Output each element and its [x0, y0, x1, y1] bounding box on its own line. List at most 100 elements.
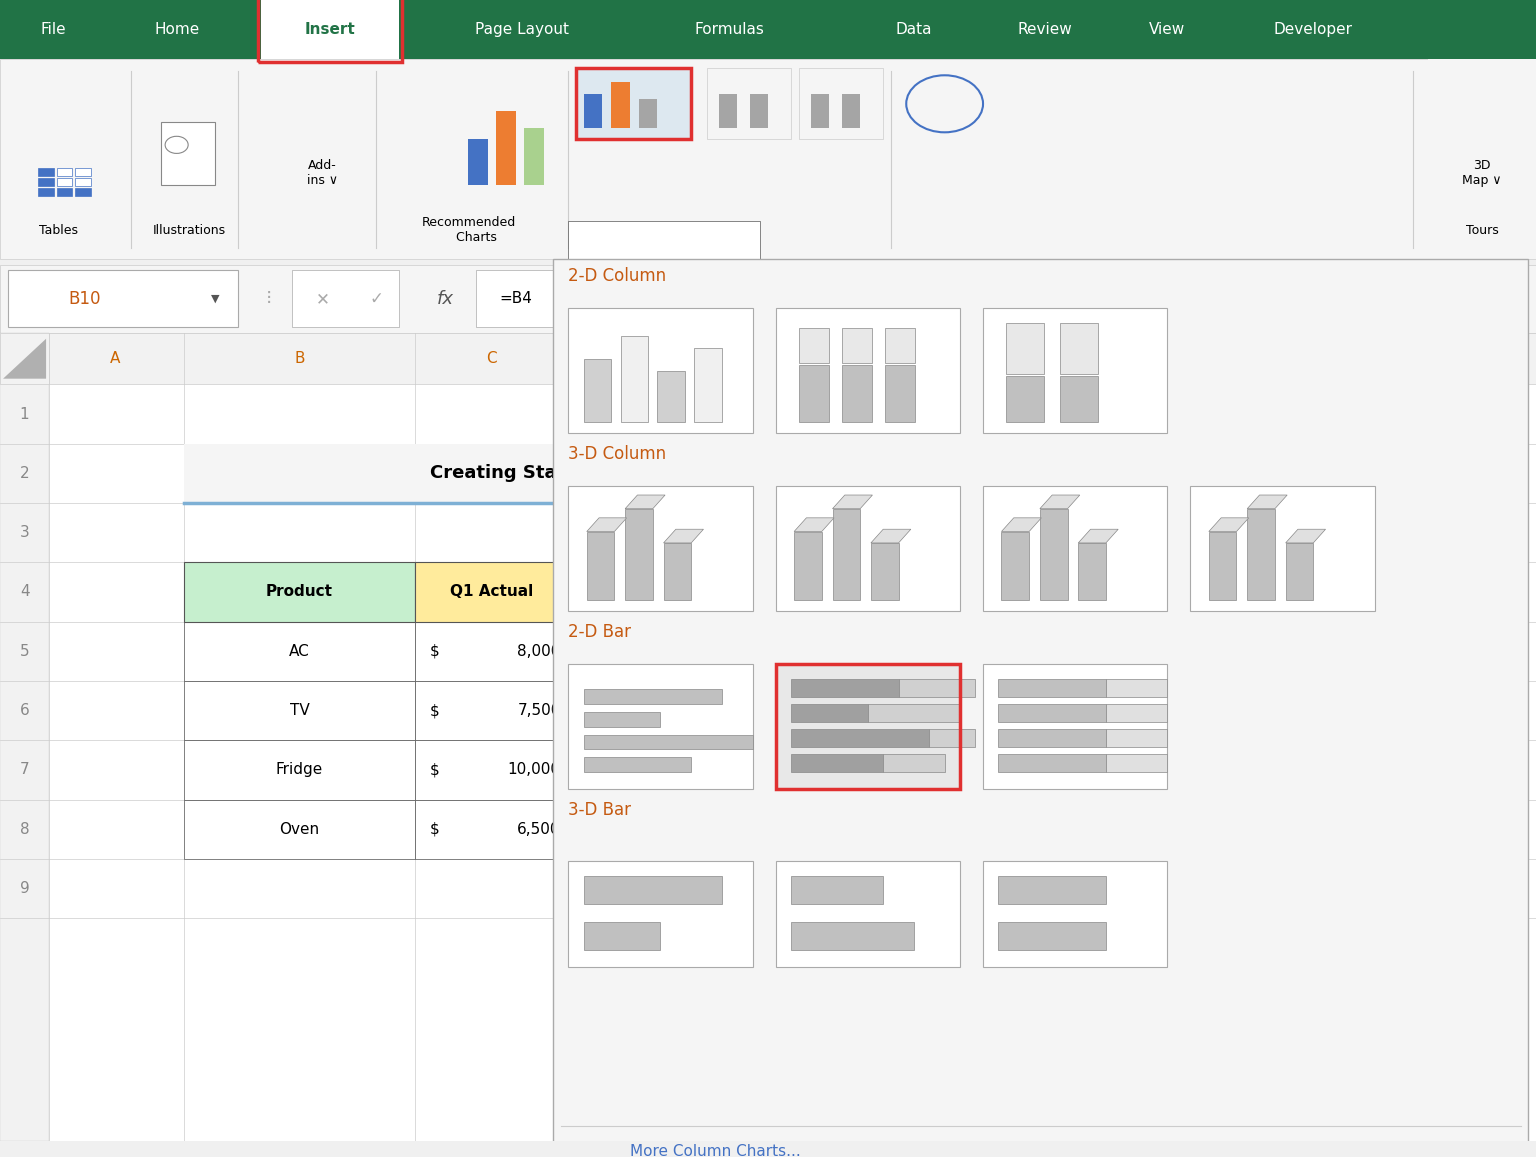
Bar — [0, 0, 1536, 59]
Bar — [799, 329, 829, 362]
Bar — [929, 729, 975, 747]
Bar — [415, 799, 568, 858]
Bar — [415, 740, 568, 799]
Bar — [883, 754, 945, 772]
Bar — [625, 509, 653, 600]
Bar — [57, 178, 72, 186]
Bar — [794, 531, 822, 600]
Bar — [584, 876, 722, 905]
Bar — [611, 82, 630, 127]
Bar — [184, 621, 415, 681]
Bar — [584, 688, 722, 703]
Text: ▼: ▼ — [210, 294, 220, 304]
Bar — [38, 168, 54, 176]
Bar — [998, 922, 1106, 950]
Text: Recommended
    Charts: Recommended Charts — [421, 216, 516, 244]
Text: 3D
Map ∨: 3D Map ∨ — [1462, 160, 1502, 187]
Bar — [1106, 679, 1167, 697]
Bar — [292, 271, 399, 327]
Text: Tables: Tables — [38, 224, 78, 237]
Text: $: $ — [430, 821, 439, 837]
Bar — [983, 486, 1167, 611]
Bar — [584, 1143, 591, 1157]
Text: 6,500: 6,500 — [518, 821, 561, 837]
Bar — [639, 100, 657, 127]
Bar — [719, 94, 737, 127]
Text: Q1 Actual: Q1 Actual — [450, 584, 533, 599]
Bar — [261, 0, 399, 59]
Bar — [576, 68, 691, 139]
Text: D: D — [662, 352, 674, 367]
Bar — [1247, 509, 1275, 600]
Bar — [0, 333, 1536, 384]
Text: 5: 5 — [20, 643, 29, 658]
Bar — [496, 111, 516, 185]
Bar — [868, 703, 960, 722]
Bar — [707, 68, 791, 139]
Bar — [791, 922, 914, 950]
Bar — [75, 178, 91, 186]
Text: Q1 Ta: Q1 Ta — [641, 584, 688, 599]
Bar — [568, 664, 753, 789]
Bar — [584, 360, 611, 422]
Bar — [468, 139, 488, 185]
Polygon shape — [1001, 518, 1041, 531]
Text: 7: 7 — [20, 762, 29, 778]
Bar — [8, 100, 131, 236]
Bar — [998, 754, 1106, 772]
Text: Formulas: Formulas — [694, 22, 765, 37]
Text: Product: Product — [266, 584, 333, 599]
Text: 2-D Column: 2-D Column — [568, 267, 667, 285]
Text: File: File — [41, 22, 66, 37]
Text: 10,000: 10,000 — [507, 762, 561, 778]
Bar — [57, 189, 72, 197]
Bar — [584, 735, 753, 750]
Bar — [1428, 59, 1536, 259]
Bar — [138, 111, 238, 213]
Bar — [1106, 729, 1167, 747]
Text: 3: 3 — [20, 525, 29, 540]
Text: ✓: ✓ — [369, 290, 384, 308]
Bar — [415, 681, 568, 740]
Text: ⁝: ⁝ — [266, 289, 272, 308]
Bar — [811, 94, 829, 127]
Text: Home: Home — [154, 22, 200, 37]
Bar — [998, 729, 1106, 747]
Bar — [1060, 323, 1098, 374]
Bar — [573, 1152, 581, 1157]
Bar — [184, 799, 415, 858]
Bar — [750, 94, 768, 127]
Text: $: $ — [430, 762, 439, 778]
Bar — [75, 168, 91, 176]
Bar — [776, 861, 960, 967]
Text: Data: Data — [895, 22, 932, 37]
Text: $: $ — [584, 762, 593, 778]
Text: B10: B10 — [68, 290, 101, 308]
Text: Insert: Insert — [304, 22, 356, 37]
Polygon shape — [1078, 529, 1118, 543]
Text: 1: 1 — [743, 703, 753, 718]
Text: 2: 2 — [20, 466, 29, 481]
Bar — [568, 861, 753, 967]
Polygon shape — [664, 529, 703, 543]
Bar — [584, 94, 602, 127]
Bar — [1106, 703, 1167, 722]
Bar — [998, 679, 1106, 697]
Bar — [791, 876, 883, 905]
Bar — [998, 876, 1106, 905]
Text: $: $ — [584, 643, 593, 658]
Bar — [1001, 531, 1029, 600]
Text: $: $ — [584, 703, 593, 718]
Bar — [842, 329, 872, 362]
Bar — [161, 121, 215, 185]
Bar — [998, 703, 1106, 722]
Text: 8,000: 8,000 — [518, 643, 561, 658]
Bar — [568, 458, 760, 799]
Bar — [842, 94, 860, 127]
Polygon shape — [794, 518, 834, 531]
Bar — [776, 486, 960, 611]
Text: B: B — [295, 352, 304, 367]
Polygon shape — [625, 495, 665, 509]
Polygon shape — [1040, 495, 1080, 509]
Bar — [8, 271, 238, 327]
